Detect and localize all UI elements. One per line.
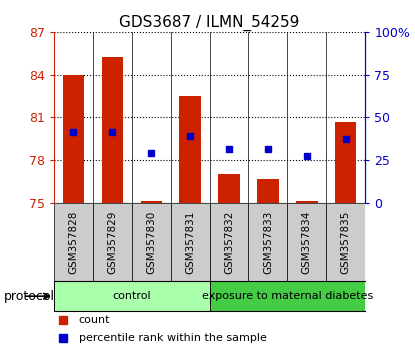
Bar: [218, 174, 240, 203]
Text: GSM357831: GSM357831: [185, 210, 195, 274]
Bar: [326, 203, 365, 281]
Bar: [249, 203, 287, 281]
Text: GSM357830: GSM357830: [146, 210, 156, 274]
Text: GSM357828: GSM357828: [68, 210, 78, 274]
Bar: [132, 203, 171, 281]
Bar: [296, 201, 317, 203]
Text: GSM357834: GSM357834: [302, 210, 312, 274]
Bar: [63, 75, 84, 203]
Bar: [210, 203, 249, 281]
Bar: [210, 281, 365, 311]
Bar: [335, 121, 356, 203]
Text: GSM357835: GSM357835: [341, 210, 351, 274]
Text: GSM357833: GSM357833: [263, 210, 273, 274]
Text: GSM357829: GSM357829: [107, 210, 117, 274]
Bar: [287, 203, 326, 281]
Bar: [54, 203, 93, 281]
Bar: [179, 96, 201, 203]
Text: count: count: [79, 315, 110, 325]
Bar: [171, 203, 210, 281]
Bar: [141, 201, 162, 203]
Text: protocol: protocol: [4, 290, 55, 303]
Text: percentile rank within the sample: percentile rank within the sample: [79, 333, 267, 343]
Title: GDS3687 / ILMN_54259: GDS3687 / ILMN_54259: [120, 14, 300, 30]
Bar: [102, 57, 123, 203]
Text: control: control: [112, 291, 151, 301]
Bar: [93, 203, 132, 281]
Text: exposure to maternal diabetes: exposure to maternal diabetes: [202, 291, 373, 301]
Bar: [257, 178, 278, 203]
Bar: [54, 281, 210, 311]
Text: GSM357832: GSM357832: [224, 210, 234, 274]
